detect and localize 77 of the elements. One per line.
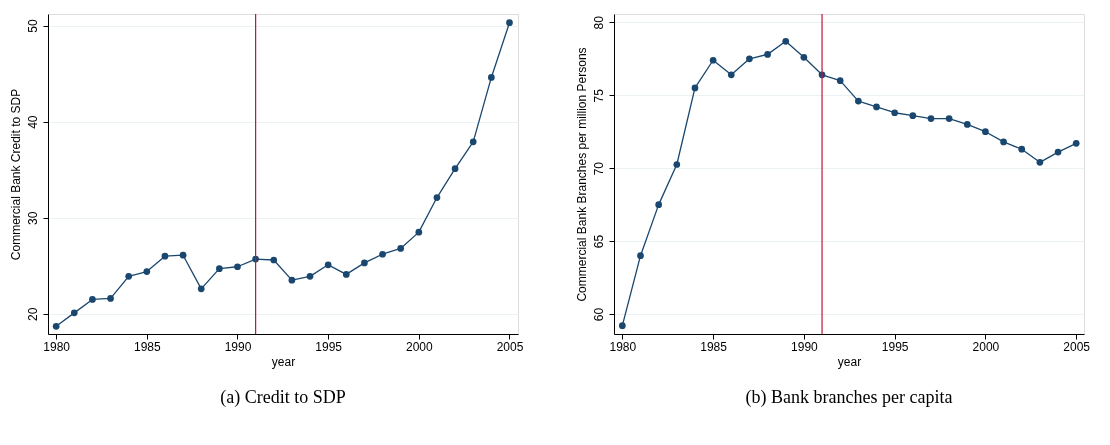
point [487, 74, 495, 81]
point [873, 103, 880, 111]
point [433, 194, 441, 201]
point [52, 322, 60, 330]
x-tick-label: 1995 [881, 339, 909, 354]
y-tick-label: 80 [591, 15, 606, 30]
y-axis-title: Commercial Bank Branches per million Persons [574, 47, 589, 302]
point [415, 228, 423, 236]
point [107, 295, 114, 302]
point [1018, 145, 1026, 153]
x-tick-label: 2005 [1063, 339, 1091, 354]
y-tick-label: 30 [25, 211, 40, 225]
point [673, 161, 681, 168]
x-tick-label: 1995 [315, 339, 343, 354]
x-axis-title: year [837, 354, 862, 369]
point [1036, 158, 1044, 166]
point [197, 285, 205, 293]
x-tick-label: 2000 [972, 339, 1000, 354]
point [764, 51, 771, 58]
point [891, 109, 899, 117]
y-tick-label: 60 [591, 307, 606, 322]
point [397, 245, 405, 252]
point [270, 256, 278, 264]
point [234, 263, 241, 271]
y-tick-label: 75 [591, 88, 606, 103]
point [361, 259, 368, 267]
point [324, 261, 332, 269]
point [655, 201, 663, 208]
point [727, 71, 735, 79]
point [342, 271, 350, 278]
point [709, 56, 717, 64]
x-tick-label: 1980 [609, 339, 637, 354]
y-axis-title: Commercial Bank Credit to SDP [8, 88, 23, 261]
y-tick-label: 50 [25, 19, 40, 33]
text: (a) Credit to SDP [220, 387, 346, 408]
y-tick-label: 40 [25, 115, 40, 129]
point [963, 121, 971, 128]
point [619, 322, 626, 330]
x-axis-title: year [271, 354, 296, 369]
x-tick-label: 1990 [224, 339, 252, 354]
point [637, 252, 644, 260]
y-tick-label: 70 [591, 161, 606, 176]
point [1000, 138, 1007, 146]
x-tick-label: 1980 [43, 339, 71, 354]
point [451, 165, 459, 173]
x-tick-label: 2000 [405, 339, 433, 354]
y-tick-label: 65 [591, 234, 606, 249]
point [306, 272, 314, 280]
point [179, 251, 187, 259]
point [506, 19, 513, 26]
point [800, 53, 808, 61]
y-tick-label: 20 [25, 307, 40, 321]
point [216, 265, 223, 272]
point [143, 268, 151, 275]
point [945, 115, 953, 122]
x-tick-label: 1985 [133, 339, 161, 354]
point [746, 55, 753, 63]
point [161, 252, 169, 260]
point [909, 112, 917, 120]
point [836, 77, 844, 84]
point [1054, 148, 1062, 156]
point [691, 84, 699, 92]
text: (b) Bank branches per capita [745, 387, 953, 408]
point [379, 250, 386, 258]
x-tick-label: 2005 [496, 339, 524, 354]
x-tick-label: 1985 [700, 339, 728, 354]
point [1072, 140, 1080, 147]
point [469, 138, 477, 146]
point [89, 296, 96, 303]
x-tick-label: 1990 [791, 339, 819, 354]
point [125, 272, 133, 280]
point [288, 276, 296, 284]
point [855, 97, 862, 105]
point [927, 115, 935, 122]
point [70, 309, 78, 317]
point [782, 37, 790, 45]
point [982, 128, 989, 136]
